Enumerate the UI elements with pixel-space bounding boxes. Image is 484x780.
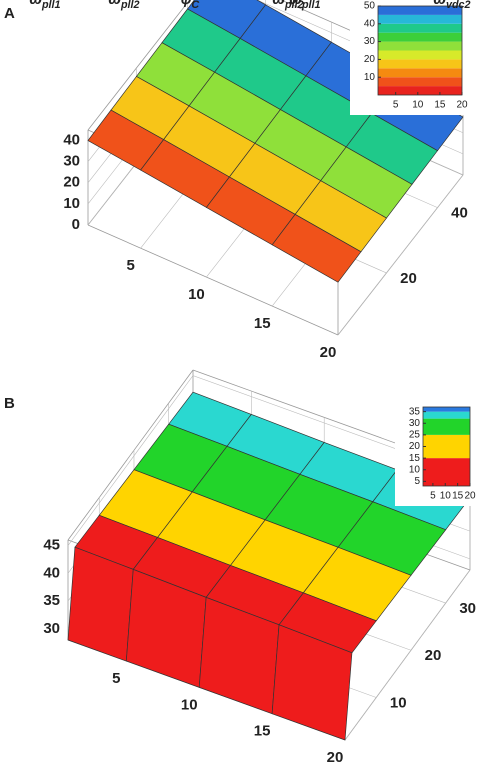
- label-subscript: pll1: [41, 0, 61, 11]
- surface-patch: [271, 624, 353, 741]
- label-symbol: ω: [433, 0, 446, 8]
- inset-y-tick-label: 5: [414, 476, 420, 487]
- inset-x-tick-label: 10: [412, 100, 424, 111]
- inset-y-tick-label: 30: [364, 36, 376, 47]
- box-edge: [87, 224, 339, 336]
- contour-band: [423, 434, 470, 459]
- label-symbol: φ: [181, 0, 192, 8]
- z-tick-label: 40: [43, 564, 60, 581]
- x-tick-label: 20: [320, 344, 337, 361]
- label-symbol: ω: [272, 0, 285, 8]
- inset-y-tick-label: 35: [409, 406, 421, 417]
- grid-line: [67, 375, 471, 546]
- contour-band: [423, 418, 470, 435]
- x-axis-title: ωpll1: [289, 0, 320, 11]
- label-symbol: ω: [108, 0, 121, 8]
- inset-y-tick-label: 15: [409, 453, 421, 464]
- z-tick-label: 45: [43, 537, 60, 554]
- y-tick-label: 30: [459, 600, 476, 617]
- y-tick-label: 10: [390, 694, 407, 711]
- x-tick-label: 5: [112, 670, 120, 687]
- label-symbol: ω: [289, 0, 302, 8]
- x-tick-label: 5: [126, 257, 134, 274]
- inset-x-tick-label: 15: [452, 491, 464, 502]
- panel-label: B: [4, 395, 15, 412]
- contour-band: [378, 41, 462, 51]
- surface-patch: [271, 213, 362, 283]
- y-axis-title: ωpll2: [272, 0, 303, 11]
- inset-y-title: ωpll1: [29, 0, 60, 11]
- box-edge: [67, 369, 194, 541]
- contour-band: [423, 411, 470, 419]
- label-subscript: vdc2: [446, 0, 471, 11]
- panel-label: A: [4, 5, 15, 22]
- z-tick-label: 0: [72, 216, 80, 233]
- inset-y-tick-label: 10: [409, 464, 421, 475]
- contour-band: [378, 68, 462, 78]
- contour-band: [378, 86, 462, 95]
- label-subscript: pll2: [120, 0, 140, 11]
- inset-frame: [377, 5, 463, 96]
- inset-x-tick-label: 5: [430, 491, 436, 502]
- contour-band: [378, 77, 462, 87]
- contour-band: [423, 458, 470, 486]
- x-tick-label: 10: [181, 696, 198, 713]
- y-tick-label: 40: [451, 205, 468, 222]
- z-tick-label: 20: [63, 174, 80, 191]
- x-tick-label: 20: [327, 749, 344, 766]
- contour-band: [378, 14, 462, 24]
- contour-band: [378, 50, 462, 60]
- label-subscript: pll2: [284, 0, 304, 11]
- y-tick-label: 20: [400, 270, 417, 287]
- inset-x-tick-label: 5: [393, 100, 399, 111]
- inset-y-title: ωvdc2: [433, 0, 470, 11]
- inset-y-tick-label: 25: [409, 430, 421, 441]
- label-symbol: ω: [29, 0, 42, 8]
- label-subscript: pll1: [301, 0, 321, 11]
- x-tick-label: 10: [188, 286, 205, 303]
- inset-x-tick-label: 15: [434, 100, 446, 111]
- contour-band: [378, 32, 462, 42]
- z-axis-title: φC: [181, 0, 200, 11]
- z-tick-label: 30: [63, 153, 80, 170]
- inset-y-tick-label: 40: [364, 18, 376, 29]
- z-tick-label: 30: [43, 620, 60, 637]
- inset-y-tick-label: 30: [409, 418, 421, 429]
- inset-x-tick-label: 20: [464, 491, 476, 502]
- contour-band: [378, 6, 462, 15]
- inset-x-tick-label: 20: [456, 100, 468, 111]
- box-edge: [87, 0, 191, 131]
- y-tick-label: 20: [425, 647, 442, 664]
- inset-x-tick-label: 10: [440, 491, 452, 502]
- x-tick-label: 15: [254, 723, 271, 740]
- inset-y-tick-label: 20: [364, 54, 376, 65]
- z-tick-label: 40: [63, 132, 80, 149]
- contour-band: [378, 59, 462, 69]
- inset-y-tick-label: 50: [364, 1, 376, 12]
- contour-band: [378, 23, 462, 33]
- x-tick-label: 15: [254, 315, 271, 332]
- inset-y-tick-label: 20: [409, 441, 421, 452]
- contour-band: [423, 407, 470, 412]
- inset-y-tick-label: 10: [364, 72, 376, 83]
- z-tick-label: 10: [63, 195, 80, 212]
- z-tick-label: 35: [43, 592, 60, 609]
- inset-x-title: ωpll2: [108, 0, 139, 11]
- label-subscript: C: [191, 0, 199, 11]
